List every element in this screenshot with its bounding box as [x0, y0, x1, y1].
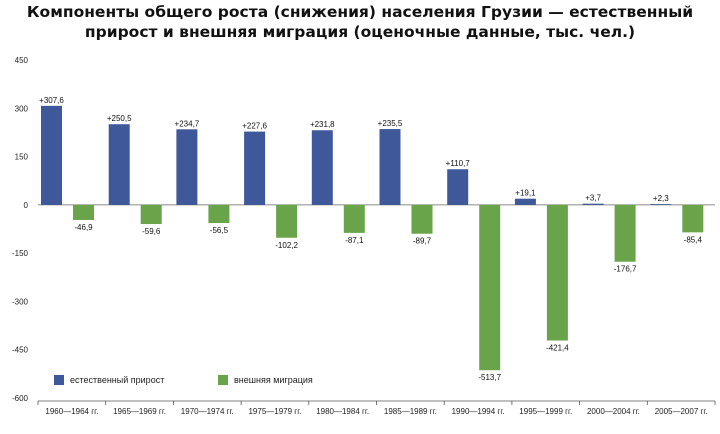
y-tick-label: 0 — [24, 201, 29, 210]
bar-external-migration — [546, 204, 568, 341]
data-label-natural-growth: +307,6 — [39, 96, 64, 105]
y-tick-label: -300 — [12, 297, 29, 306]
x-tick-label: 1990—1994 гг. — [452, 407, 505, 416]
data-label-natural-growth: +3,7 — [585, 194, 601, 203]
data-label-external-migration: -85,4 — [684, 235, 703, 244]
legend-swatch-natural-growth — [54, 375, 64, 385]
data-label-external-migration: -87,1 — [345, 236, 364, 245]
bar-natural-growth — [447, 169, 469, 205]
data-label-external-migration: -89,7 — [413, 237, 432, 246]
x-tick-label: 2000—2004 гг. — [587, 407, 640, 416]
bar-natural-growth — [379, 129, 401, 205]
data-label-external-migration: -176,7 — [614, 265, 637, 274]
bar-external-migration — [140, 204, 162, 225]
data-label-external-migration: -46,9 — [74, 223, 93, 232]
chart-title-line-2: прирост и внешняя миграция (оценочные да… — [84, 23, 636, 41]
data-label-natural-growth: +2,3 — [653, 194, 669, 203]
x-tick-label: 1985—1989 гг. — [384, 407, 437, 416]
bar-natural-growth — [311, 130, 333, 205]
y-tick-label: 300 — [15, 104, 29, 113]
data-label-natural-growth: +234,7 — [175, 119, 200, 128]
y-tick-label: -150 — [12, 249, 29, 258]
x-tick-label: 1975—1979 гг. — [248, 407, 301, 416]
bar-natural-growth — [514, 198, 536, 205]
bar-external-migration — [73, 204, 94, 220]
x-axis: 1960—1964 гг. 1965—1969 гг. 1970—1974 гг. 1… — [37, 400, 716, 416]
legend-label-natural-growth: естественный прирост — [70, 375, 164, 385]
bar-external-migration — [343, 204, 365, 233]
data-label-natural-growth: +235,5 — [378, 119, 403, 128]
data-label-natural-growth: +250,5 — [107, 114, 132, 123]
data-labels: +307,6 -46,9 +250,5 -59,6 +234,7 -56,5 +227,6 -… — [39, 96, 702, 382]
y-tick-label: 450 — [15, 56, 29, 65]
bar-natural-growth — [176, 129, 198, 205]
data-label-natural-growth: +227,6 — [242, 122, 267, 131]
bars — [41, 105, 704, 371]
data-label-external-migration: -421,4 — [546, 344, 569, 353]
bar-natural-growth — [650, 204, 672, 205]
bar-external-migration — [614, 204, 636, 262]
legend-swatch-external-migration — [218, 375, 228, 385]
y-tick-label: -450 — [12, 346, 29, 355]
bar-natural-growth — [108, 124, 130, 205]
x-tick-label: 2005—2007 гг. — [655, 407, 708, 416]
bar-external-migration — [208, 204, 230, 224]
y-axis: 450 300 150 0 -150 -300 -450 -600 — [12, 56, 29, 403]
bar-natural-growth — [244, 131, 266, 205]
data-label-external-migration: -56,5 — [210, 226, 229, 235]
chart-title: Компоненты общего роста (снижения) насел… — [0, 2, 720, 42]
data-label-external-migration: -59,6 — [142, 227, 161, 236]
bar-external-migration — [479, 204, 501, 371]
bar-natural-growth — [582, 203, 604, 205]
bar-natural-growth — [41, 105, 62, 205]
data-label-natural-growth: +19,1 — [515, 189, 536, 198]
x-tick-label: 1970—1974 гг. — [181, 407, 234, 416]
y-tick-label: 150 — [15, 153, 29, 162]
chart-title-line-1: Компоненты общего роста (снижения) насел… — [26, 3, 694, 21]
x-tick-label: 1965—1969 гг. — [113, 407, 166, 416]
x-tick-label: 1995—1999 гг. — [519, 407, 572, 416]
data-label-external-migration: -102,2 — [275, 241, 298, 250]
x-tick-label: 1960—1964 гг. — [45, 407, 98, 416]
data-label-natural-growth: +231,8 — [310, 120, 335, 129]
data-label-external-migration: -513,7 — [478, 373, 501, 382]
bar-external-migration — [276, 204, 298, 238]
legend: естественный прирост внешняя миграция — [54, 375, 313, 385]
bar-external-migration — [411, 204, 433, 234]
data-label-natural-growth: +110,7 — [446, 159, 471, 168]
x-tick-label: 1980—1984 гг. — [316, 407, 369, 416]
legend-label-external-migration: внешняя миграция — [234, 375, 313, 385]
y-tick-label: -600 — [12, 394, 29, 403]
bar-external-migration — [682, 204, 704, 233]
